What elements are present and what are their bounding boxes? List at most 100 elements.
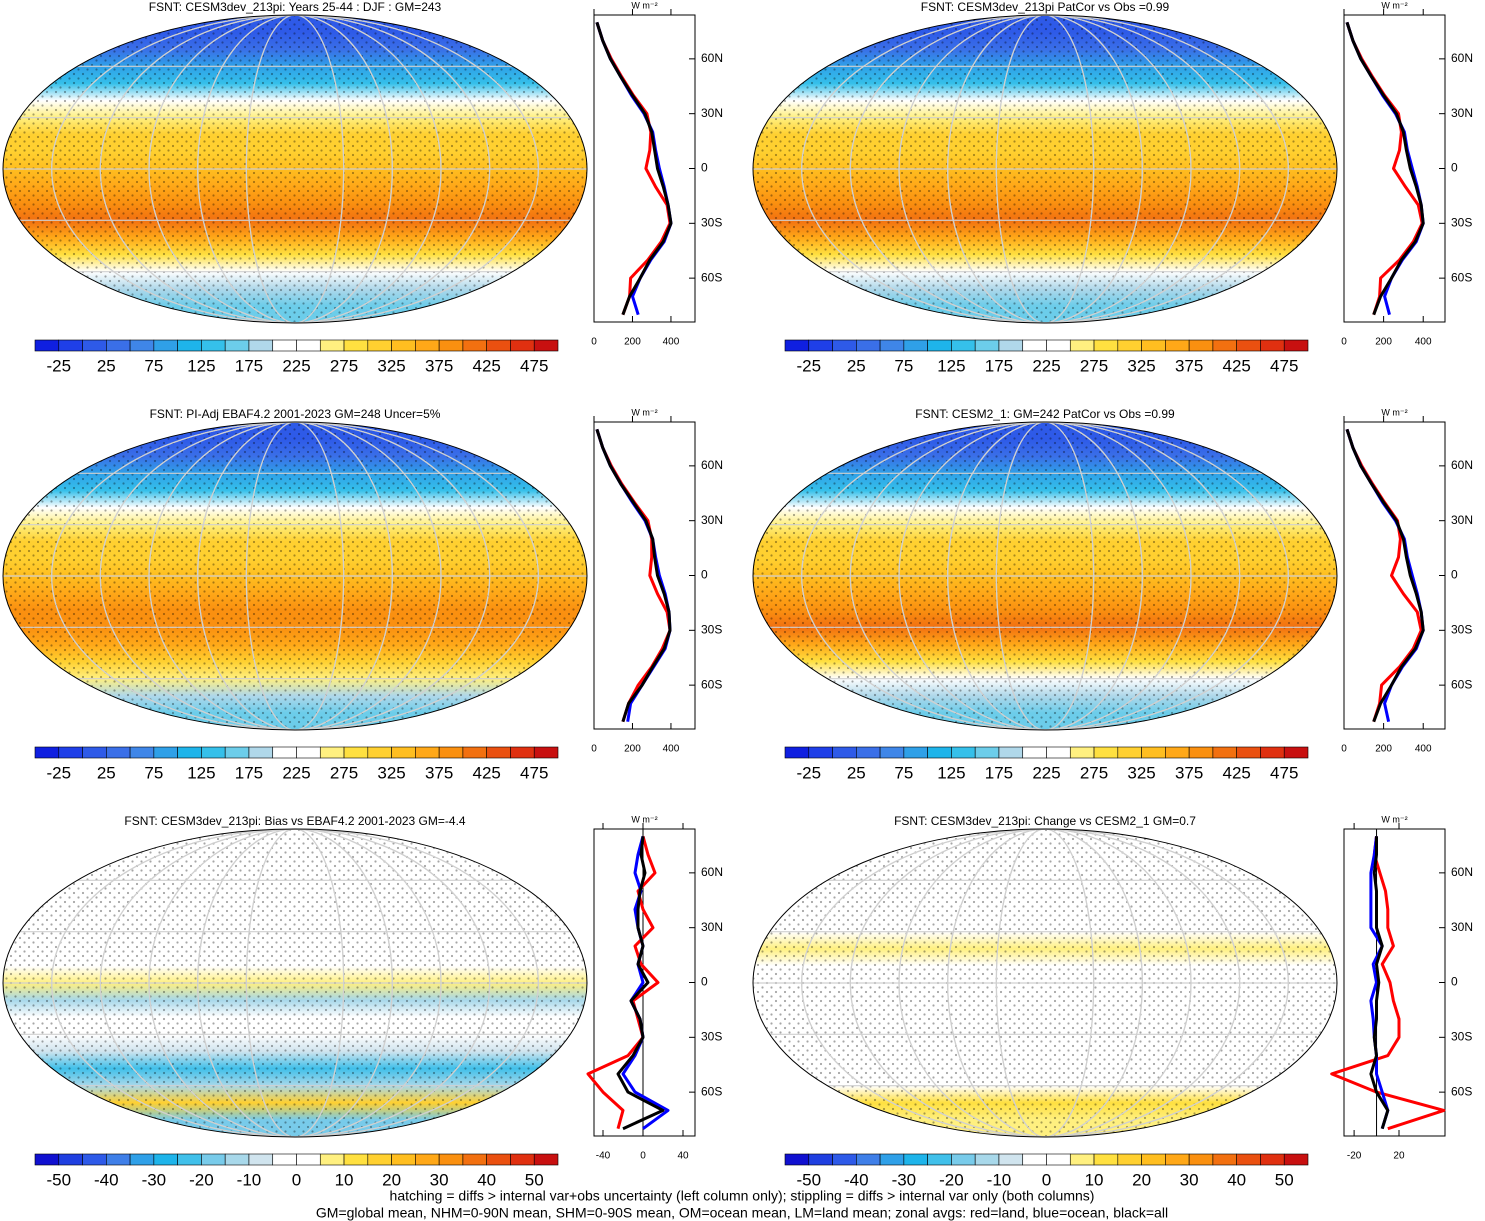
y-tick-label: 60N — [701, 865, 723, 879]
colorbar-box — [272, 1153, 297, 1166]
colorbar-box — [1283, 339, 1309, 352]
x-tick-label: 400 — [663, 337, 680, 348]
meridian — [898, 15, 1192, 323]
colorbar-box — [106, 746, 131, 759]
colorbar-box — [903, 746, 928, 759]
colorbar-box — [224, 746, 250, 759]
colorbar-box — [1260, 1153, 1285, 1166]
zonal-line — [1369, 836, 1390, 1130]
colorbar-label: -30 — [892, 1170, 917, 1189]
colorbar-box — [296, 1153, 321, 1166]
colorbar-box — [927, 1153, 952, 1166]
colorbar-box — [296, 746, 321, 759]
colorbar-box — [533, 1153, 559, 1166]
colorbar-box — [1212, 339, 1237, 352]
meridian — [148, 422, 442, 730]
x-tick-label: 200 — [624, 337, 641, 348]
colorbar-box — [129, 1153, 155, 1166]
colorbar-label: 10 — [1085, 1170, 1104, 1189]
colorbar-box — [248, 746, 274, 759]
colorbar-box — [438, 1153, 464, 1166]
panel-title: FSNT: CESM3dev_213pi: Bias vs EBAF4.2 20… — [124, 814, 465, 828]
colorbar-label: -20 — [939, 1170, 964, 1189]
x-tick-label: 0 — [1341, 744, 1347, 755]
colorbar-label: -40 — [94, 1170, 119, 1189]
colorbar-box — [319, 339, 345, 352]
y-tick-label: 30S — [701, 622, 722, 636]
footer-line: hatching = diffs > internal var+obs unce… — [390, 1188, 1095, 1204]
colorbar-label: 325 — [377, 356, 405, 375]
colorbar-box — [1117, 339, 1142, 352]
colorbar-box — [903, 339, 928, 352]
zonal-line — [1369, 836, 1390, 1130]
zonal-unit: W m⁻² — [1381, 0, 1407, 10]
colorbar-label: 75 — [894, 763, 913, 782]
colorbar-box — [998, 746, 1024, 759]
colorbar-label: -25 — [796, 356, 821, 375]
zonal-line — [616, 836, 665, 1131]
x-tick-label: 200 — [1375, 337, 1392, 348]
colorbar-box — [1093, 339, 1119, 352]
y-tick-label: 0 — [1451, 568, 1458, 582]
colorbar-box — [832, 746, 857, 759]
colorbar-box — [1283, 746, 1309, 759]
colorbar-box — [879, 339, 905, 352]
colorbar-box — [808, 746, 833, 759]
colorbar-box — [533, 746, 559, 759]
colorbar-box — [415, 746, 440, 759]
meridian — [849, 15, 1241, 323]
y-tick-label: 30S — [701, 215, 722, 229]
y-tick-label: 30N — [701, 920, 723, 934]
colorbar-box — [879, 1153, 905, 1166]
graticule — [3, 829, 587, 1137]
zonal-line — [595, 428, 672, 723]
colorbar-box — [856, 746, 881, 759]
zonal-unit: W m⁻² — [631, 0, 657, 10]
colorbar-box — [153, 1153, 178, 1166]
colorbar-box — [951, 339, 976, 352]
zonal-unit: W m⁻² — [631, 814, 657, 824]
colorbar-box — [58, 746, 83, 759]
colorbar-box — [1188, 746, 1214, 759]
colorbar-label: 375 — [1175, 763, 1203, 782]
meridian — [197, 829, 393, 1137]
colorbar-label: 0 — [292, 1170, 301, 1189]
colorbar-label: 25 — [847, 763, 866, 782]
colorbar-label: 375 — [425, 356, 453, 375]
colorbar-box — [1022, 746, 1047, 759]
colorbar-label: -50 — [46, 1170, 71, 1189]
colorbar-label: 325 — [1127, 356, 1155, 375]
colorbar-box — [974, 1153, 1000, 1166]
y-tick-label: 30S — [701, 1029, 722, 1043]
colorbar-label: 0 — [1042, 1170, 1051, 1189]
colorbar-label: 40 — [477, 1170, 496, 1189]
colorbar-box — [1046, 1153, 1071, 1166]
colorbar-label: 175 — [235, 763, 263, 782]
graticule — [753, 829, 1337, 1137]
colorbar-label: 125 — [187, 356, 215, 375]
colorbar-label: 175 — [235, 356, 263, 375]
meridian — [947, 15, 1143, 323]
x-tick-label: 0 — [640, 1151, 646, 1162]
map-border — [752, 421, 1338, 731]
y-tick-label: 0 — [701, 568, 708, 582]
colorbar-label: -25 — [796, 763, 821, 782]
colorbar-label: 125 — [187, 763, 215, 782]
meridian — [849, 422, 1241, 730]
colorbar-box — [927, 339, 952, 352]
panel-title: FSNT: CESM3dev_213pi: Years 25-44 : DJF … — [149, 0, 442, 14]
colorbar-label: 425 — [472, 356, 500, 375]
colorbar-box — [82, 746, 107, 759]
colorbar-box — [201, 1153, 226, 1166]
colorbar-box — [272, 339, 297, 352]
colorbar-label: 475 — [520, 356, 548, 375]
meridian — [245, 15, 345, 323]
colorbar-box — [177, 339, 202, 352]
colorbar-box — [391, 1153, 416, 1166]
footer-line: GM=global mean, NHM=0-90N mean, SHM=0-90… — [316, 1205, 1168, 1221]
y-tick-label: 30N — [701, 106, 723, 120]
x-tick-label: -40 — [596, 1151, 611, 1162]
colorbar-box — [951, 1153, 976, 1166]
colorbar-box — [510, 339, 535, 352]
y-tick-label: 60S — [1451, 1084, 1472, 1098]
